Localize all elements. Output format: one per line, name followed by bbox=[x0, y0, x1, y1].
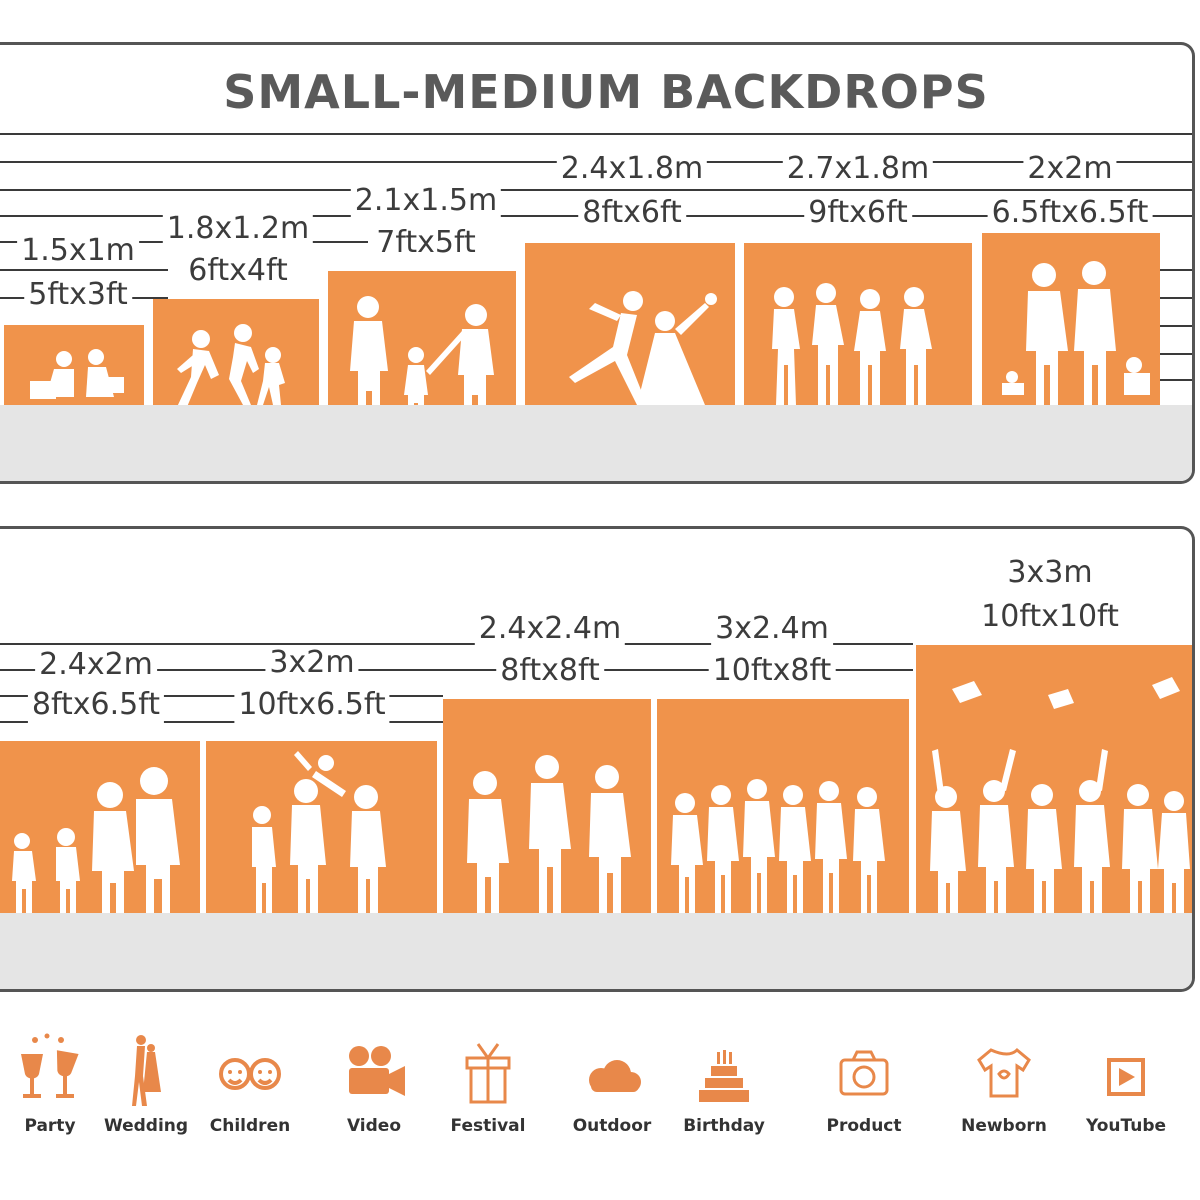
use-label: Newborn bbox=[961, 1116, 1047, 1136]
graduation-group-silhouette bbox=[930, 677, 1190, 913]
size-label-imperial: 7ftx5ft bbox=[372, 225, 480, 261]
backdrop-2-4x1-8m bbox=[525, 243, 735, 405]
backdrop-2-7x1-8m bbox=[744, 243, 972, 405]
use-festival: Festival bbox=[433, 1030, 543, 1136]
use-children: Children bbox=[195, 1030, 305, 1136]
use-cases-row: Party Wedding Children Video Festival Ou… bbox=[0, 1030, 1200, 1200]
backdrop-1-5x1m bbox=[4, 325, 144, 405]
three-men-silhouette bbox=[467, 755, 631, 913]
size-label-imperial: 6ftx4ft bbox=[184, 253, 292, 289]
size-label-imperial: 5ftx3ft bbox=[24, 277, 132, 313]
size-label-metric: 2.4x2m bbox=[35, 647, 157, 683]
panel-title: SMALL-MEDIUM BACKDROPS bbox=[223, 65, 989, 119]
baby-onesie-icon bbox=[977, 1047, 1031, 1098]
couple-with-dogs-silhouette bbox=[1002, 261, 1150, 405]
use-label: Children bbox=[209, 1116, 291, 1136]
use-label: Festival bbox=[450, 1116, 526, 1136]
guide-line bbox=[1158, 269, 1192, 271]
size-label-imperial: 8ftx6ft bbox=[578, 195, 686, 231]
size-label-metric: 2.4x1.8m bbox=[556, 151, 708, 187]
use-wedding: Wedding bbox=[91, 1030, 201, 1136]
use-video: Video bbox=[319, 1030, 429, 1136]
size-label-metric: 2x2m bbox=[1023, 151, 1117, 187]
guide-line bbox=[0, 721, 443, 723]
cloud-icon bbox=[589, 1060, 641, 1092]
backdrop-1-8x1-2m bbox=[153, 299, 319, 405]
size-label-imperial: 10ftx6.5ft bbox=[234, 687, 390, 723]
photo-camera-icon bbox=[839, 1050, 889, 1096]
use-product: Product bbox=[809, 1030, 919, 1136]
size-label-imperial: 6.5ftx6.5ft bbox=[987, 195, 1153, 231]
guide-line bbox=[1158, 353, 1192, 355]
size-label-metric: 3x3m bbox=[1003, 555, 1097, 591]
backdrop-2x2m bbox=[982, 233, 1160, 405]
size-label-imperial: 8ftx8ft bbox=[496, 653, 604, 689]
running-children-silhouette bbox=[177, 324, 285, 405]
use-outdoor: Outdoor bbox=[557, 1030, 667, 1136]
backdrop-2-4x2m bbox=[0, 741, 200, 913]
guide-line bbox=[0, 669, 913, 671]
use-birthday: Birthday bbox=[669, 1030, 779, 1136]
large-group-silhouette bbox=[671, 779, 885, 913]
size-label-metric: 3x2m bbox=[265, 645, 359, 681]
floor bbox=[0, 405, 1192, 481]
size-label-metric: 3x2.4m bbox=[711, 611, 833, 647]
divider-line bbox=[0, 133, 1192, 135]
wedding-couple-icon bbox=[132, 1035, 161, 1106]
use-label: Birthday bbox=[683, 1116, 765, 1136]
size-label-metric: 2.7x1.8m bbox=[782, 151, 934, 187]
guide-line bbox=[1158, 379, 1192, 381]
guide-line bbox=[1158, 297, 1192, 299]
use-youtube: YouTube bbox=[1071, 1030, 1181, 1136]
gift-box-icon bbox=[465, 1043, 511, 1104]
family-of-four-silhouette bbox=[12, 767, 180, 913]
guide-line bbox=[1158, 325, 1192, 327]
backdrop-2-4x2-4m bbox=[443, 699, 651, 913]
use-label: Wedding bbox=[103, 1116, 189, 1136]
floor bbox=[0, 913, 1192, 989]
backdrop-2-1x1-5m bbox=[328, 271, 516, 405]
use-label: Video bbox=[346, 1116, 402, 1136]
use-label: Product bbox=[826, 1116, 902, 1136]
backdrop-3x3m bbox=[916, 645, 1192, 913]
size-label-imperial: 9ftx6ft bbox=[804, 195, 912, 231]
use-label: YouTube bbox=[1085, 1116, 1167, 1136]
size-label-metric: 2.1x1.5m bbox=[350, 183, 502, 219]
play-button-icon bbox=[1107, 1058, 1145, 1096]
guide-line bbox=[0, 695, 443, 697]
size-label-metric: 1.5x1m bbox=[17, 233, 139, 269]
children-faces-icon bbox=[219, 1058, 281, 1090]
backdrop-3x2m bbox=[206, 741, 437, 913]
use-label: Outdoor bbox=[572, 1116, 652, 1136]
size-label-imperial: 8ftx6.5ft bbox=[27, 687, 165, 723]
friends-group-silhouette bbox=[772, 283, 932, 405]
small-medium-backdrops-panel: SMALL-MEDIUM BACKDROPS bbox=[0, 42, 1195, 484]
guide-line bbox=[0, 643, 913, 645]
birthday-cake-icon bbox=[699, 1050, 749, 1102]
family-walking-silhouette bbox=[350, 296, 494, 405]
large-backdrops-panel: 2.4x2m 8ftx6.5ft 3x2m 10ftx6.5ft 2.4x2.4… bbox=[0, 526, 1195, 992]
guide-line bbox=[0, 189, 1192, 191]
party-glasses-icon bbox=[21, 1033, 79, 1098]
reading-children-silhouette bbox=[30, 349, 124, 399]
wedding-couple-silhouette bbox=[569, 291, 717, 405]
video-camera-icon bbox=[349, 1046, 405, 1096]
use-newborn: Newborn bbox=[949, 1030, 1059, 1136]
size-label-metric: 2.4x2.4m bbox=[474, 611, 626, 647]
size-label-imperial: 10ftx10ft bbox=[977, 599, 1123, 635]
size-label-imperial: 10ftx8ft bbox=[708, 653, 836, 689]
backdrop-3x2-4m bbox=[657, 699, 909, 913]
use-label: Party bbox=[24, 1116, 76, 1136]
guide-line bbox=[0, 269, 168, 271]
family-playing-silhouette bbox=[252, 751, 386, 913]
size-label-metric: 1.8x1.2m bbox=[162, 211, 314, 247]
use-party: Party bbox=[0, 1030, 105, 1136]
